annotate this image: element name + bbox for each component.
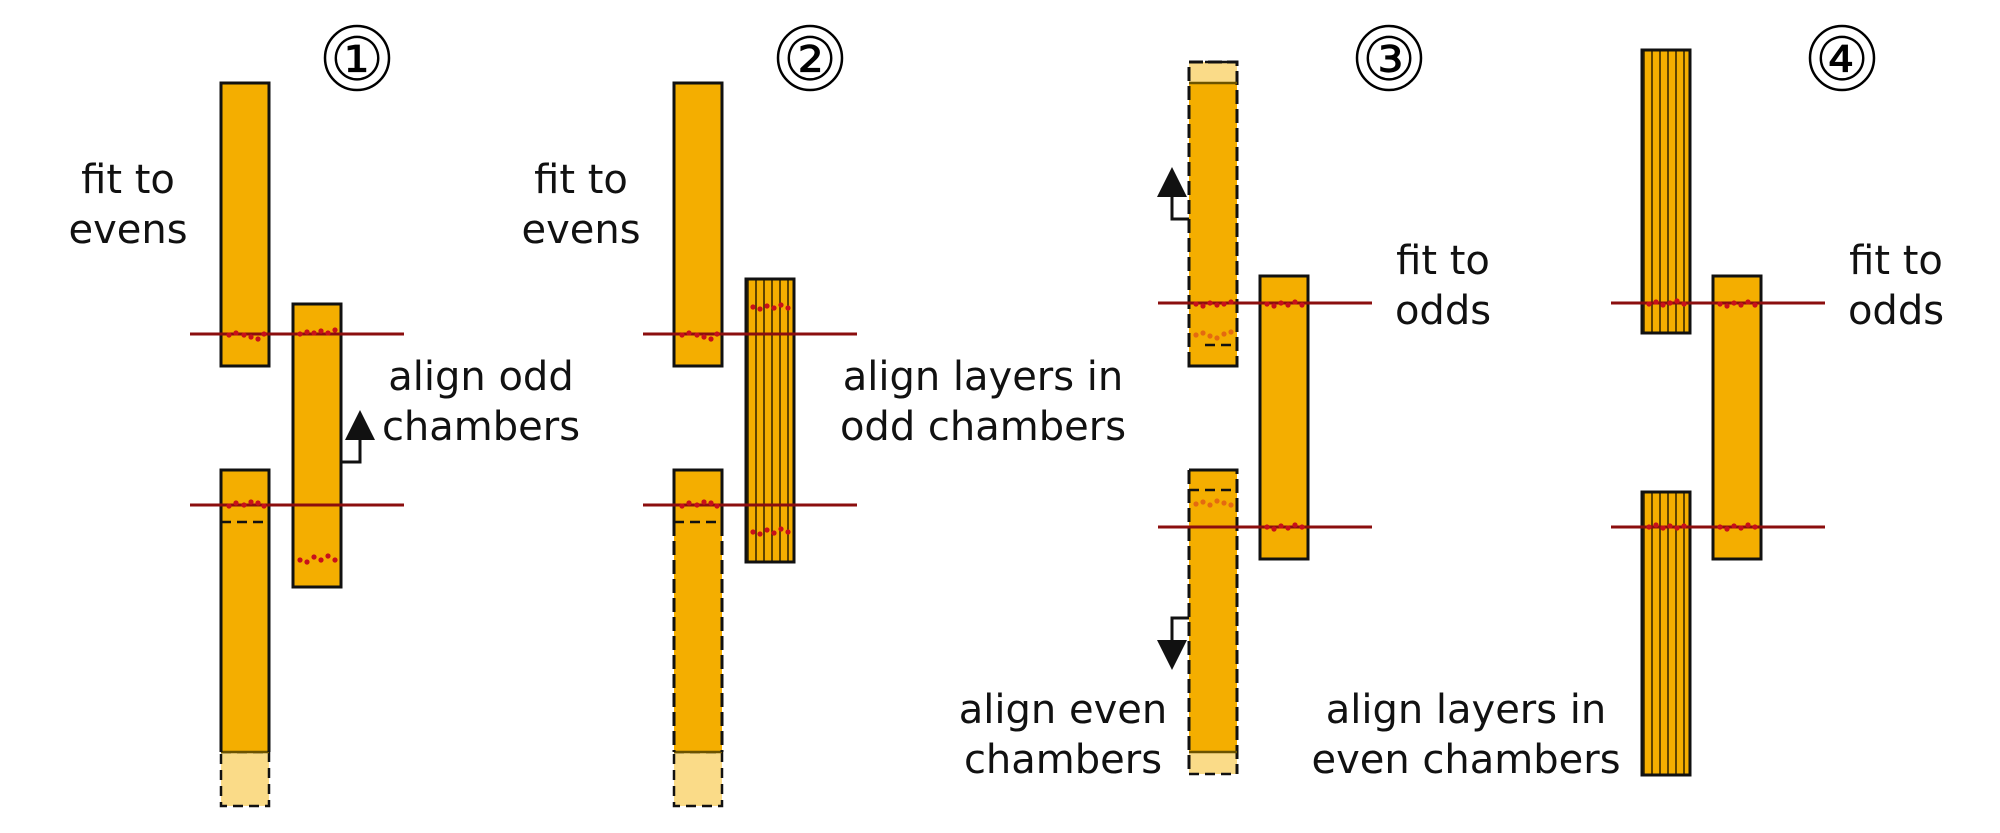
label-fit-to: fit to	[534, 157, 628, 203]
hit-dots	[679, 302, 791, 537]
panel-3: ③ fit to o	[959, 24, 1491, 783]
chamber-extension	[219, 750, 271, 808]
panel-number-badge: ①	[323, 24, 391, 95]
hit-dots	[1193, 299, 1305, 532]
odd-chamber	[1258, 274, 1310, 561]
hit-dots	[1646, 298, 1758, 532]
even-chamber-upper-layered	[1640, 48, 1692, 335]
panel-number: ①	[330, 25, 384, 95]
panel-2: ② fit to evens align layers in odd chamb…	[521, 24, 1126, 808]
panel-number: ②	[783, 25, 837, 95]
label-chambers: chambers	[382, 404, 580, 450]
even-chamber-lower	[1189, 470, 1237, 752]
up-arrow-icon	[341, 410, 375, 464]
panel-number-badge: ④	[1808, 24, 1876, 95]
even-chamber-lower	[221, 470, 269, 752]
label-align-layers: align layers in	[843, 354, 1124, 400]
label-odds: odds	[1848, 288, 1944, 334]
label-evens: evens	[68, 207, 187, 253]
even-chamber-lower	[674, 470, 722, 752]
panel-number-badge: ③	[1355, 24, 1423, 95]
label-fit-to: fit to	[1396, 238, 1490, 284]
label-align-layers: align layers in	[1326, 687, 1607, 733]
label-odds: odds	[1395, 288, 1491, 334]
label-fit-to: fit to	[1849, 238, 1943, 284]
down-arrow-icon	[1157, 616, 1189, 670]
odd-chamber-layered	[744, 277, 796, 564]
odd-chamber	[1711, 274, 1763, 561]
label-fit-to: fit to	[81, 157, 175, 203]
label-align-even: align even	[959, 687, 1167, 733]
panel-1: ① fit to evens align odd chambers	[68, 24, 580, 808]
label-even-chambers: even chambers	[1311, 737, 1620, 783]
even-chamber-upper	[672, 81, 724, 368]
panel-4: ④ fit to odds align layers in even chamb…	[1311, 24, 1944, 783]
label-odd-chambers: odd chambers	[840, 404, 1126, 450]
even-chamber-upper	[219, 81, 271, 368]
even-chamber-lower-layered	[1640, 490, 1692, 777]
label-evens: evens	[521, 207, 640, 253]
panel-number: ④	[1815, 25, 1869, 95]
chamber-extension	[1189, 752, 1237, 774]
ghost-hit-dots	[1193, 329, 1234, 508]
odd-chamber	[291, 302, 343, 589]
chamber-extension	[672, 750, 724, 808]
hit-dots	[226, 327, 338, 565]
chamber-extension	[1189, 62, 1237, 83]
label-chambers: chambers	[964, 737, 1162, 783]
even-chamber-upper	[1189, 83, 1237, 366]
panel-number: ③	[1362, 25, 1416, 95]
panel-number-badge: ②	[776, 24, 844, 95]
label-align-odd: align odd	[388, 354, 573, 400]
up-arrow-icon	[1157, 167, 1189, 221]
